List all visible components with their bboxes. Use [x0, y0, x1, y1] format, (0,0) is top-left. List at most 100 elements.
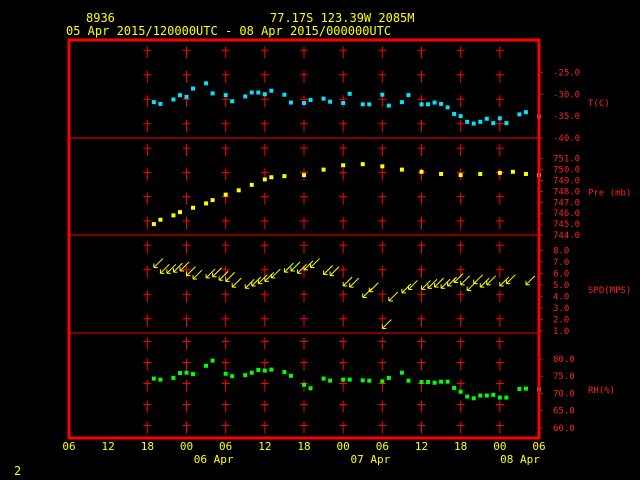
data-point [426, 102, 431, 107]
data-point [471, 396, 476, 401]
y-tick-label: 2.0 [553, 315, 569, 325]
y-tick-label: 744.0 [553, 231, 580, 241]
y-tick-label: 60.0 [553, 424, 575, 434]
y-tick-label: 3.0 [553, 304, 569, 314]
data-point [151, 222, 156, 227]
data-point [302, 382, 306, 387]
wind-arrow [270, 268, 281, 279]
y-tick-label: 6.0 [553, 269, 569, 279]
y-tick-label: 65.0 [553, 407, 575, 417]
data-point [347, 377, 352, 382]
wind-arrow [479, 277, 490, 288]
wind-arrow [303, 260, 314, 271]
x-tick-label: 18 [141, 440, 154, 453]
data-point [419, 169, 424, 174]
wind-arrow [440, 278, 451, 289]
wind-arrow [368, 282, 379, 293]
data-point [302, 101, 306, 105]
data-point [497, 116, 502, 121]
wind-arrow [388, 291, 399, 302]
wind-arrow [172, 262, 183, 273]
data-point [458, 389, 463, 394]
data-point [439, 101, 444, 106]
wind-arrow [421, 280, 431, 290]
data-point [177, 371, 182, 376]
data-point [158, 101, 163, 106]
data-point [491, 392, 496, 397]
x-date-label: 07 Apr [350, 453, 390, 466]
wind-arrow [447, 276, 457, 287]
y-tick-label: 70.0 [553, 389, 575, 399]
data-point [282, 370, 287, 375]
data-point [151, 100, 156, 105]
data-point [230, 99, 235, 104]
wind-arrow [244, 278, 255, 289]
data-point [360, 102, 365, 107]
data-point [432, 380, 437, 385]
data-point [177, 93, 182, 98]
data-point [269, 88, 274, 93]
data-point [399, 370, 404, 375]
wind-arrow [342, 276, 353, 287]
page-number: 2 [14, 464, 21, 478]
data-point [269, 175, 274, 180]
data-point [256, 90, 261, 95]
data-point [262, 92, 267, 97]
data-point [445, 379, 450, 384]
wind-arrow [257, 274, 268, 285]
data-point [497, 170, 502, 175]
y-tick-label: 746.0 [553, 209, 580, 219]
data-point [510, 169, 515, 174]
wind-arrow [310, 258, 320, 269]
wind-arrow [264, 272, 275, 282]
data-point [341, 163, 346, 168]
wind-arrow [153, 258, 164, 269]
data-point [223, 371, 228, 376]
x-tick-label: 06 [62, 440, 75, 453]
y-axis-label: RH(%) [588, 386, 615, 396]
data-point [308, 386, 313, 391]
wind-arrow [251, 276, 262, 287]
y-tick-label: 5.0 [553, 281, 569, 291]
data-point [321, 376, 326, 381]
y-axis-label: SPD(MPS) [588, 286, 631, 296]
data-point [439, 379, 444, 384]
data-point [347, 91, 352, 96]
data-point [478, 393, 483, 398]
data-point [262, 368, 267, 373]
data-point [452, 385, 457, 390]
data-point [517, 386, 522, 391]
data-point [171, 375, 176, 380]
wind-arrow [505, 274, 516, 285]
data-point [191, 86, 196, 91]
data-point [249, 182, 254, 187]
x-tick-label: 12 [415, 440, 428, 453]
y-tick-label: 7.0 [553, 258, 569, 268]
plot-frame [67, 38, 541, 440]
data-point [478, 119, 483, 124]
y-axis-labels: -25.0-30.0-35.0-40.0T(C)751.0750.0749.07… [539, 68, 631, 434]
wind-arrow [486, 275, 497, 286]
data-point [184, 370, 189, 375]
data-point [445, 105, 450, 110]
data-point [210, 91, 215, 96]
wind-arrow [231, 277, 242, 288]
x-tick-label: 00 [493, 440, 506, 453]
data-point [360, 162, 365, 167]
data-point [399, 100, 404, 105]
wind-arrow [434, 277, 444, 288]
data-point [243, 373, 248, 378]
data-point [484, 116, 489, 121]
wind-arrow [218, 270, 229, 281]
data-point [223, 93, 228, 98]
x-date-label: 06 Apr [194, 453, 234, 466]
y-tick-label: 745.0 [553, 220, 580, 230]
data-point [380, 164, 385, 169]
x-tick-label: 06 [532, 440, 545, 453]
station-location: 77.17S 123.39W 2085M [270, 11, 415, 25]
data-point [256, 367, 261, 372]
data-point [171, 213, 176, 218]
data-point [471, 121, 476, 126]
data-point [419, 380, 424, 385]
